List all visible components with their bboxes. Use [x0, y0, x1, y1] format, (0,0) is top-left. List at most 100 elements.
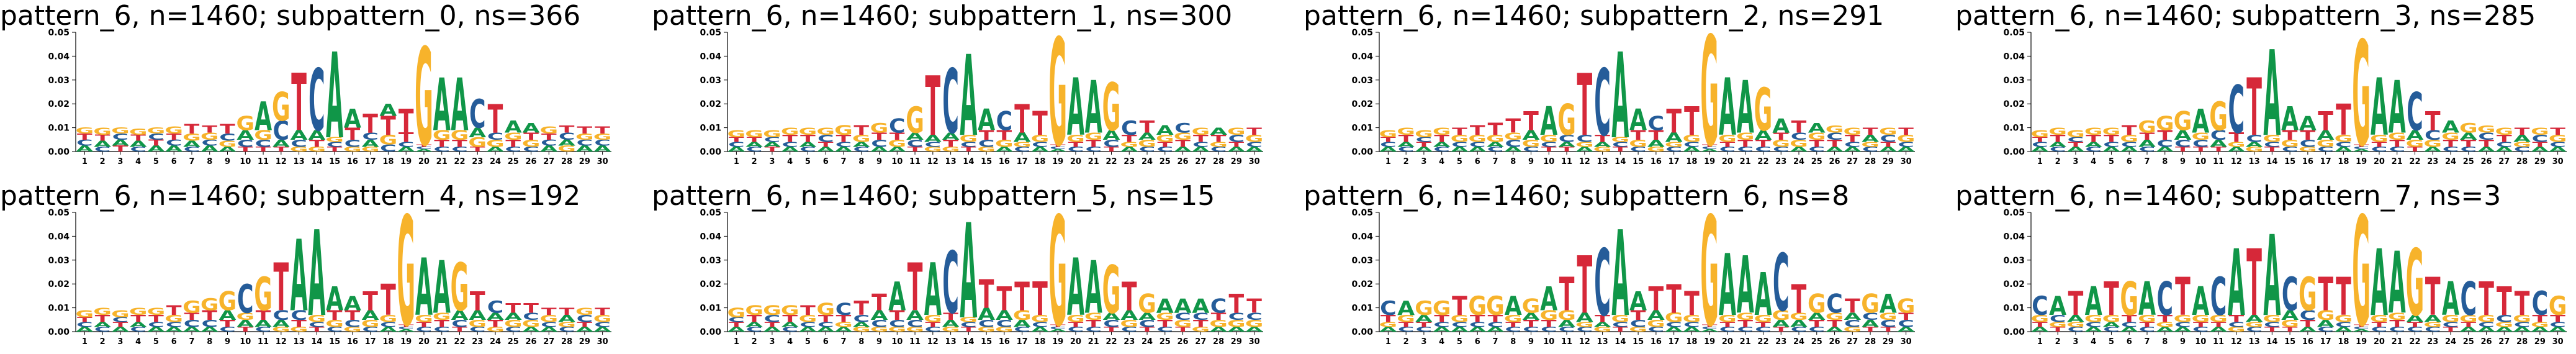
logo-letter-A: A [576, 144, 593, 153]
logo-letter-C: C [594, 138, 611, 148]
logo-letter-glyph: G [379, 313, 398, 325]
logo-letter-G: G [1539, 133, 1558, 145]
logo-letter-G: G [2084, 125, 2103, 137]
logo-letter-glyph: C [1612, 141, 1629, 148]
logo-letter-A: A [469, 308, 486, 323]
logo-letter-G: G [522, 138, 541, 150]
logo-letter-glyph: A [1880, 146, 1898, 153]
logo-letter-A: A [2102, 146, 2120, 153]
logo-letter-C: C [2407, 326, 2423, 334]
x-tick-label: 19 [1052, 157, 1063, 166]
logo-letter-glyph: G [2335, 133, 2353, 145]
logo-letter-A: A [1611, 29, 1629, 166]
logo-letter-T: T [2550, 313, 2565, 325]
logo-letter-glyph: A [326, 279, 343, 318]
logo-letter-G: G [1084, 311, 1103, 322]
logo-letter-A: A [540, 326, 558, 334]
logo-letter-A: A [201, 326, 219, 334]
logo-letter-glyph: C [1648, 326, 1665, 334]
logo-letter-glyph: C [416, 146, 433, 150]
logo-letter-T: T [184, 122, 200, 137]
logo-letter-glyph: G [1557, 308, 1576, 323]
logo-letter-A: A [853, 141, 871, 148]
x-tick-label: 25 [2463, 337, 2474, 347]
logo-letter-C: C [2282, 146, 2299, 153]
logo-letter-G: G [2370, 313, 2389, 325]
logo-letter-glyph: A [2049, 141, 2067, 148]
logo-letter-C: C [799, 146, 816, 153]
logo-letter-glyph: T [2175, 267, 2191, 327]
logo-letter-C: C [1577, 133, 1593, 145]
logo-letter-G: G [799, 313, 817, 325]
logo-letter-A: A [1880, 289, 1898, 319]
y-tick-label: 0.05 [2003, 208, 2025, 218]
logo-letter-T: T [818, 141, 834, 148]
logo-letter-glyph: T [818, 141, 834, 148]
logo-letter-G: G [1575, 141, 1594, 148]
logo-letter-C: C [2139, 146, 2156, 153]
logo-letter-C: C [1791, 326, 1808, 334]
x-tick-label: 12 [1579, 337, 1590, 347]
logo-letter-glyph: T [345, 125, 361, 144]
logo-letter-T: T [1470, 123, 1486, 138]
logo-letter-glyph: G [397, 184, 415, 354]
logo-letter-C: C [2407, 83, 2423, 143]
logo-letter-C: C [327, 326, 343, 334]
logo-letter-A: A [2192, 279, 2209, 325]
logo-letter-glyph: G [1683, 133, 1701, 145]
x-tick-label: 29 [2534, 337, 2546, 347]
logo-letter-glyph: G [1156, 133, 1174, 145]
logo-letter-A: A [1067, 62, 1084, 153]
x-tick-label: 3 [1421, 337, 1426, 347]
logo-letter-G: G [1048, 184, 1067, 354]
logo-letter-glyph: A [523, 120, 540, 135]
logo-letter-glyph: T [2211, 146, 2227, 153]
logo-letter-glyph: G [2156, 112, 2174, 135]
logo-letter-glyph: C [1416, 326, 1433, 334]
logo-letter-glyph: C [1487, 146, 1504, 153]
logo-letter-T: T [1488, 313, 1503, 325]
logo-letter-glyph: C [835, 301, 852, 319]
logo-letter-T: T [2318, 268, 2333, 321]
logo-letter-glyph: T [943, 138, 958, 150]
logo-letter-glyph: C [255, 326, 272, 334]
logo-letter-C: C [94, 146, 111, 153]
sequence-logo-chart: 0.000.010.020.030.040.051ACTG2CATG3ATCG4… [2003, 12, 2567, 179]
logo-letter-glyph: C [2300, 308, 2317, 323]
logo-letter-T: T [2211, 146, 2227, 153]
y-tick-label: 0.05 [2003, 28, 2025, 38]
logo-letter-glyph: T [1631, 308, 1647, 323]
logo-letter-A: A [2549, 326, 2567, 334]
logo-letter-glyph: A [2192, 279, 2209, 325]
logo-letter-C: C [416, 326, 433, 334]
logo-letter-glyph: G [2406, 138, 2425, 150]
logo-letter-T: T [765, 146, 781, 153]
logo-letter-glyph: A [1451, 146, 1469, 153]
logo-letter-T: T [2389, 318, 2405, 330]
logo-letter-G: G [1522, 294, 1541, 317]
logo-letter-glyph: C [2514, 146, 2531, 153]
logo-letter-G: G [200, 130, 219, 142]
logo-letter-A: A [523, 120, 540, 135]
logo-letter-glyph: G [325, 318, 344, 330]
logo-letter-glyph: G [308, 146, 327, 153]
logo-letter-G: G [2138, 313, 2156, 325]
logo-letter-glyph: G [129, 128, 148, 137]
logo-letter-glyph: A [1397, 141, 1415, 148]
logo-letter-C: C [76, 138, 93, 148]
logo-letter-A: A [1576, 310, 1593, 325]
logo-letter-glyph: G [1451, 133, 1469, 145]
logo-letter-glyph: T [148, 138, 164, 148]
logo-letter-glyph: T [166, 132, 182, 142]
logo-letter-glyph: A [362, 308, 379, 323]
logo-letter-A: A [2281, 99, 2299, 138]
logo-letter-glyph: A [362, 138, 380, 150]
logo-letter-C: C [577, 313, 593, 325]
logo-letter-T: T [2407, 321, 2423, 329]
logo-letter-G: G [182, 298, 201, 317]
logo-letter-glyph: T [577, 124, 593, 136]
x-tick-label: 26 [1178, 337, 1189, 347]
logo-letter-A: A [1451, 326, 1469, 334]
logo-letter-glyph: G [727, 306, 746, 320]
x-tick-label: 6 [1475, 157, 1480, 166]
